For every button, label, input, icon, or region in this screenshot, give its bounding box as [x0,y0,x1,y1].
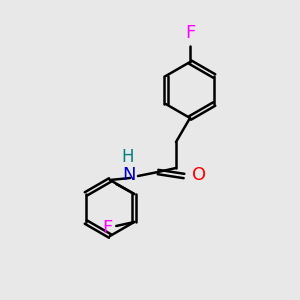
Text: O: O [192,166,206,184]
Text: F: F [185,24,195,42]
Text: F: F [102,219,112,237]
Text: H: H [122,148,134,166]
Text: N: N [122,166,136,184]
